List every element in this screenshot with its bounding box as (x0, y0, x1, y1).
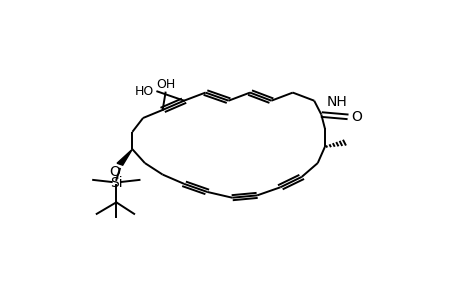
Text: Si: Si (110, 176, 123, 190)
Polygon shape (117, 149, 132, 165)
Text: OH: OH (156, 78, 175, 91)
Text: HO: HO (135, 85, 154, 98)
Text: O: O (109, 165, 120, 179)
Text: O: O (350, 110, 361, 124)
Text: NH: NH (326, 95, 347, 109)
